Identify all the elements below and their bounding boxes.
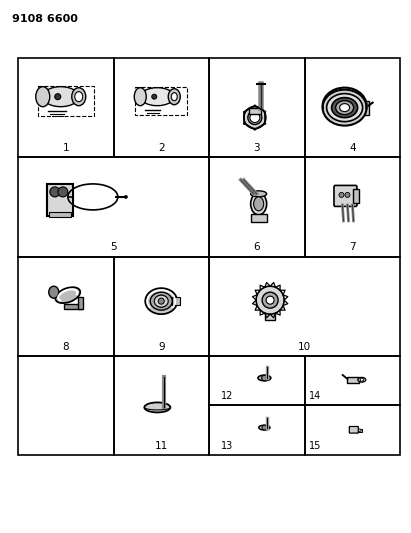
FancyBboxPatch shape: [349, 426, 358, 433]
Bar: [64, 304, 82, 309]
Text: 9108 6600: 9108 6600: [12, 14, 78, 24]
Ellipse shape: [251, 193, 267, 215]
Ellipse shape: [248, 110, 262, 125]
Ellipse shape: [168, 88, 180, 104]
Circle shape: [256, 286, 284, 314]
Ellipse shape: [258, 375, 271, 381]
Ellipse shape: [145, 288, 177, 314]
Bar: [209, 406, 305, 455]
Circle shape: [58, 187, 68, 197]
Bar: [78, 297, 83, 309]
Ellipse shape: [251, 191, 267, 197]
Ellipse shape: [323, 90, 367, 126]
Circle shape: [250, 112, 260, 123]
Ellipse shape: [265, 308, 275, 313]
Text: 10: 10: [298, 342, 311, 352]
Circle shape: [55, 94, 61, 100]
Ellipse shape: [244, 107, 266, 128]
Bar: [209, 256, 400, 356]
Ellipse shape: [336, 101, 353, 115]
Bar: [18, 58, 113, 157]
Circle shape: [266, 296, 274, 304]
Bar: [172, 297, 180, 305]
FancyBboxPatch shape: [334, 185, 357, 206]
Circle shape: [359, 429, 361, 431]
Circle shape: [360, 378, 363, 382]
Bar: [305, 157, 400, 256]
Ellipse shape: [55, 287, 80, 303]
Ellipse shape: [75, 92, 83, 102]
Bar: [209, 356, 305, 406]
Bar: [209, 58, 305, 157]
Ellipse shape: [43, 87, 79, 107]
Bar: [251, 214, 267, 222]
Ellipse shape: [332, 98, 358, 118]
Bar: [249, 108, 261, 114]
Text: 1: 1: [62, 143, 69, 154]
Text: 14: 14: [309, 391, 321, 401]
Circle shape: [345, 192, 350, 197]
Bar: [359, 101, 369, 115]
Bar: [18, 157, 209, 256]
Bar: [305, 58, 400, 157]
Ellipse shape: [327, 94, 363, 122]
Circle shape: [261, 375, 267, 381]
Ellipse shape: [72, 88, 86, 106]
Circle shape: [152, 94, 157, 99]
Text: 9: 9: [158, 342, 164, 352]
Ellipse shape: [140, 88, 174, 106]
Bar: [49, 212, 71, 217]
Bar: [113, 256, 209, 356]
Bar: [113, 58, 209, 157]
Circle shape: [262, 425, 267, 430]
Ellipse shape: [254, 197, 264, 211]
Circle shape: [125, 196, 127, 198]
Bar: [18, 256, 113, 356]
Text: 2: 2: [158, 143, 164, 154]
Ellipse shape: [171, 93, 177, 101]
Text: 6: 6: [254, 243, 260, 253]
Ellipse shape: [259, 425, 270, 430]
Ellipse shape: [154, 295, 168, 307]
Ellipse shape: [358, 377, 366, 382]
Text: 4: 4: [349, 143, 356, 154]
Ellipse shape: [144, 402, 170, 413]
Bar: [209, 157, 305, 256]
Bar: [47, 184, 73, 216]
Bar: [353, 189, 360, 203]
Circle shape: [155, 295, 167, 307]
Bar: [347, 376, 359, 383]
Bar: [305, 406, 400, 455]
Ellipse shape: [36, 87, 50, 107]
Ellipse shape: [339, 103, 350, 111]
Bar: [358, 429, 362, 432]
Ellipse shape: [49, 286, 59, 298]
Text: 15: 15: [309, 441, 322, 451]
Text: 11: 11: [155, 441, 168, 451]
Text: 5: 5: [110, 243, 117, 253]
Text: 12: 12: [220, 391, 233, 401]
Text: 3: 3: [254, 143, 260, 154]
Text: 8: 8: [62, 342, 69, 352]
Ellipse shape: [134, 88, 146, 106]
Bar: [18, 356, 113, 455]
Bar: [265, 310, 275, 320]
Ellipse shape: [150, 292, 172, 310]
Circle shape: [158, 298, 164, 304]
Circle shape: [262, 292, 278, 308]
Bar: [305, 356, 400, 406]
Bar: [113, 356, 209, 455]
Text: 7: 7: [349, 243, 356, 253]
Circle shape: [339, 192, 344, 197]
Text: 13: 13: [220, 441, 233, 451]
Circle shape: [50, 187, 60, 197]
